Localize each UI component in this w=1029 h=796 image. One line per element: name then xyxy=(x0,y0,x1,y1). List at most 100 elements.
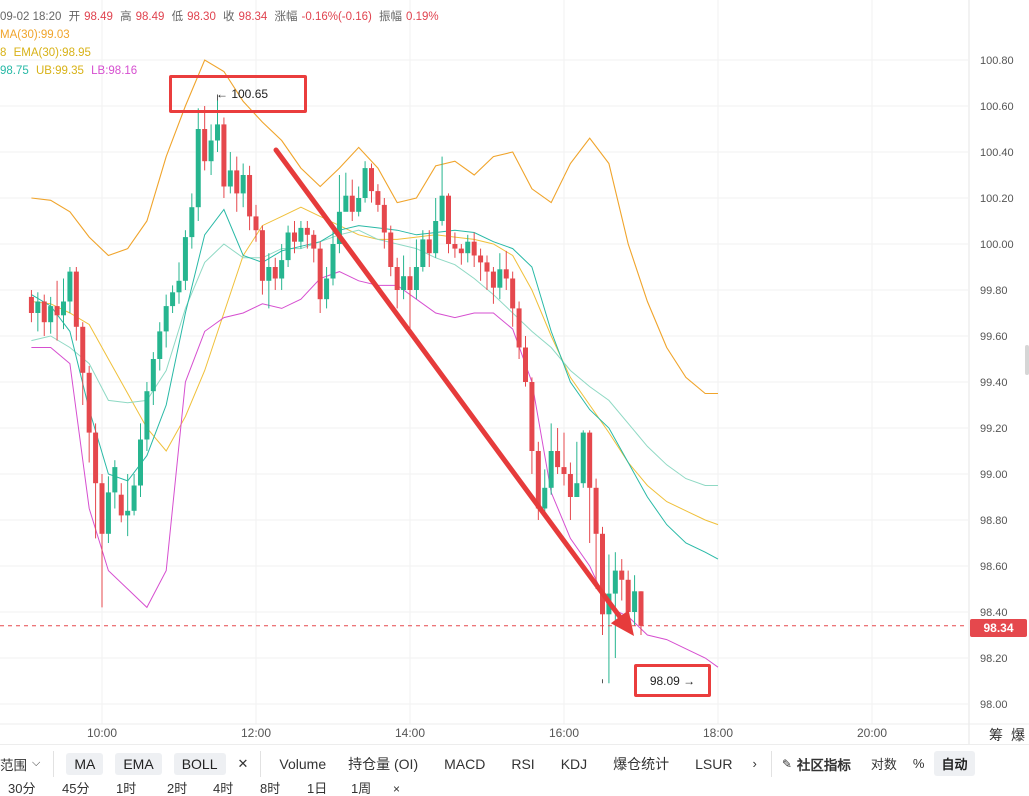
y-tick-label: 100.20 xyxy=(980,193,1014,205)
y-tick-label: 99.60 xyxy=(980,331,1008,343)
candle-body xyxy=(144,391,150,440)
candle-body xyxy=(80,326,86,373)
candle-body xyxy=(93,432,99,484)
y-tick-label: 100.40 xyxy=(980,147,1014,159)
candle-body xyxy=(555,451,561,468)
candle-body xyxy=(567,474,573,497)
candle-body xyxy=(35,301,41,313)
candle-body xyxy=(433,221,439,254)
x-tick-label: 16:00 xyxy=(549,726,579,740)
candle-body xyxy=(484,262,490,272)
chevron-right-icon[interactable]: › xyxy=(752,756,757,771)
candle-body xyxy=(317,248,323,300)
candle-body xyxy=(632,591,638,612)
candle-body xyxy=(221,124,227,187)
log-scale-toggle[interactable]: 对数 xyxy=(871,754,897,773)
close-icon[interactable]: ✕ xyxy=(237,755,249,771)
change-value: -0.16%(-0.16) xyxy=(301,11,372,23)
candle-body xyxy=(356,198,362,212)
boll-mid-value: 98.75 xyxy=(0,65,29,77)
ema30-line xyxy=(31,229,718,486)
candle-body xyxy=(600,533,605,615)
candle-time: 09-02 18:20 xyxy=(0,11,62,23)
candle-body xyxy=(292,232,297,242)
candle-body xyxy=(529,382,535,451)
low-value: 98.30 xyxy=(187,11,216,23)
range-dropdown[interactable]: 范围 ⌵ xyxy=(0,754,40,774)
close-value: 98.34 xyxy=(238,11,268,23)
candle-body xyxy=(465,241,471,254)
indicator-ema-chip[interactable]: EMA xyxy=(115,752,162,775)
candle-body xyxy=(612,570,618,594)
indicator-volume[interactable]: Volume xyxy=(279,756,326,772)
candle-body xyxy=(510,278,516,309)
y-tick-label: 98.60 xyxy=(980,561,1008,573)
interval-2h[interactable]: 2时 xyxy=(167,781,188,796)
candle-body xyxy=(67,271,73,302)
candle-body xyxy=(304,227,310,235)
community-indicators-button[interactable]: ✎ 社区指标 xyxy=(782,754,851,774)
auto-scale-button[interactable]: 自动 xyxy=(934,751,975,776)
candle-body xyxy=(580,432,586,484)
indicator-boll-chip[interactable]: BOLL xyxy=(173,752,226,775)
candle-body xyxy=(86,372,92,433)
interval-1d[interactable]: 1日 xyxy=(307,781,328,796)
candle-body xyxy=(157,331,163,359)
indicator-ma-chip[interactable]: MA xyxy=(66,752,104,775)
interval-45m[interactable]: 45分 xyxy=(62,781,90,796)
candle-body xyxy=(163,306,169,332)
interval-30m[interactable]: 30分 xyxy=(8,781,36,796)
divider xyxy=(53,750,55,777)
indicator-toolbar: 范围 ⌵ MA EMA BOLL ✕ Volume 持仓量 (OI) MACD … xyxy=(0,744,1029,782)
indicator-oi[interactable]: 持仓量 (OI) xyxy=(348,754,418,774)
divider xyxy=(770,750,772,777)
candle-body xyxy=(195,129,201,208)
candle-body xyxy=(446,195,451,244)
candle-body xyxy=(118,494,124,516)
x-tick-label: 14:00 xyxy=(395,726,425,740)
indicator-kdj[interactable]: KDJ xyxy=(561,756,587,772)
candle-body xyxy=(638,591,644,626)
boll-info-row: 98.75 UB:99.35 LB:98.16 xyxy=(0,64,141,78)
interval-8h[interactable]: 8时 xyxy=(260,781,281,796)
log-scale-label: 对数 xyxy=(870,757,897,772)
candle-body xyxy=(150,359,156,392)
indicator-macd-label: MACD xyxy=(444,755,486,772)
candle-body xyxy=(285,232,291,261)
change-label: 涨幅 xyxy=(274,11,298,23)
candle-body xyxy=(574,483,580,497)
interval-1w[interactable]: 1周 xyxy=(351,781,372,796)
liquidation-map-button[interactable]: 爆 xyxy=(1011,727,1025,743)
indicator-macd[interactable]: MACD xyxy=(444,756,485,772)
candle-body xyxy=(240,175,246,194)
interval-4h[interactable]: 4时 xyxy=(213,781,234,796)
candle-body xyxy=(542,487,548,509)
indicator-rsi[interactable]: RSI xyxy=(511,756,534,772)
candle-body xyxy=(272,267,278,279)
y-tick-label: 98.00 xyxy=(980,699,1008,711)
chips-distribution-button[interactable]: 筹 xyxy=(989,727,1003,743)
candle-body xyxy=(420,239,426,267)
candle-body xyxy=(170,292,176,307)
candle-body xyxy=(458,248,464,254)
candle-body xyxy=(362,168,368,198)
candle-body xyxy=(343,195,349,212)
candle-body xyxy=(394,267,400,290)
percent-scale-toggle[interactable]: % xyxy=(913,756,925,771)
indicator-lsur[interactable]: LSUR xyxy=(695,756,732,772)
x-tick-label: 20:00 xyxy=(857,726,887,740)
indicator-liquidation[interactable]: 爆仓统计 xyxy=(613,754,669,774)
close-icon[interactable]: × xyxy=(393,782,401,796)
indicator-liquidation-label: 爆仓统计 xyxy=(613,755,670,772)
candle-body xyxy=(587,432,593,488)
candle-body xyxy=(112,467,118,493)
chart-canvas[interactable]: 100.80 100.60 100.40 100.20 100.00 99.80 99.60… xyxy=(0,0,1029,744)
price-axis-drag-handle[interactable] xyxy=(1025,345,1029,375)
auto-scale-label: 自动 xyxy=(941,757,968,772)
candle-body xyxy=(54,306,60,316)
candlestick-chart[interactable]: 100.80 100.60 100.40 100.20 100.00 99.80 99.60… xyxy=(0,0,1029,744)
candle-body xyxy=(375,191,381,205)
interval-1h[interactable]: 1时 xyxy=(116,781,137,796)
high-value: 98.49 xyxy=(135,11,165,23)
candle-body xyxy=(131,485,137,511)
